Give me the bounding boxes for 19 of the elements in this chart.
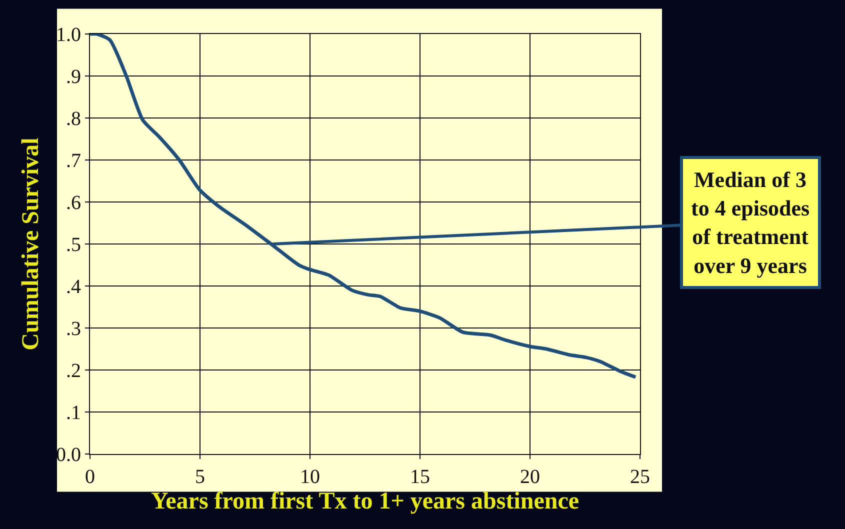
y-tick-label: .3 [66,318,81,340]
y-tick-label: .2 [66,360,81,382]
y-tick-label: .6 [66,192,81,214]
x-tick-label: 10 [300,466,320,488]
x-tick-label: 0 [85,466,95,488]
y-tick-label: .7 [66,150,81,172]
x-tick-label: 5 [195,466,205,488]
y-tick-label: 1.0 [56,24,81,46]
x-tick-label: 20 [520,466,540,488]
y-tick-label: .5 [66,234,81,256]
y-axis-title: Cumulative Survival [18,137,44,350]
x-tick-label: 15 [410,466,430,488]
x-axis-title: Years from first Tx to 1+ years abstinence [150,488,580,514]
y-tick-label: .9 [66,66,81,88]
y-tick-label: .8 [66,108,81,130]
x-tick-label: 25 [630,466,650,488]
y-tick-label: .1 [66,402,81,424]
annotation: Median of 3 to 4 episodes of treatment over 9 years [691,167,810,278]
y-tick-label: .4 [66,276,81,298]
